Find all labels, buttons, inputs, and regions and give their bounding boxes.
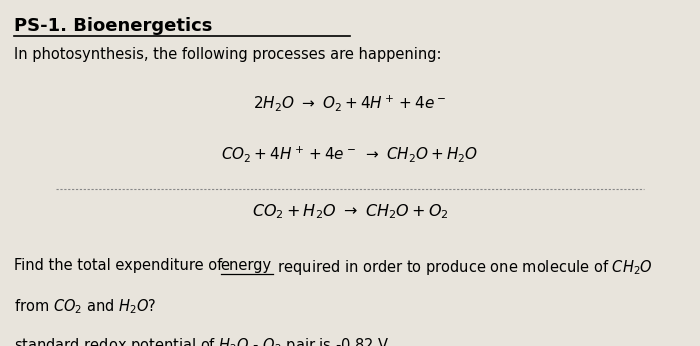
Text: required in order to produce one molecule of $CH_2O$: required in order to produce one molecul… bbox=[273, 258, 653, 277]
Text: Find the total expenditure of: Find the total expenditure of bbox=[14, 258, 227, 273]
Text: $2H_2O\ \rightarrow\ O_2 + 4H^+ + 4e^-$: $2H_2O\ \rightarrow\ O_2 + 4H^+ + 4e^-$ bbox=[253, 93, 447, 113]
Text: standard redox potential of $H_2O$ - $O_2$ pair is -0.82 V: standard redox potential of $H_2O$ - $O_… bbox=[14, 336, 389, 346]
Text: $CO_2 + 4H^+ + 4e^-\ \rightarrow\ CH_2O + H_2O$: $CO_2 + 4H^+ + 4e^-\ \rightarrow\ CH_2O … bbox=[221, 144, 479, 164]
Text: In photosynthesis, the following processes are happening:: In photosynthesis, the following process… bbox=[14, 47, 442, 62]
Text: from $CO_2$ and $H_2O$?: from $CO_2$ and $H_2O$? bbox=[14, 298, 157, 316]
Text: energy: energy bbox=[220, 258, 272, 273]
Text: $CO_2 + H_2O\ \rightarrow\ CH_2O + O_2$: $CO_2 + H_2O\ \rightarrow\ CH_2O + O_2$ bbox=[251, 202, 449, 221]
Text: PS-1. Bioenergetics: PS-1. Bioenergetics bbox=[14, 17, 212, 35]
